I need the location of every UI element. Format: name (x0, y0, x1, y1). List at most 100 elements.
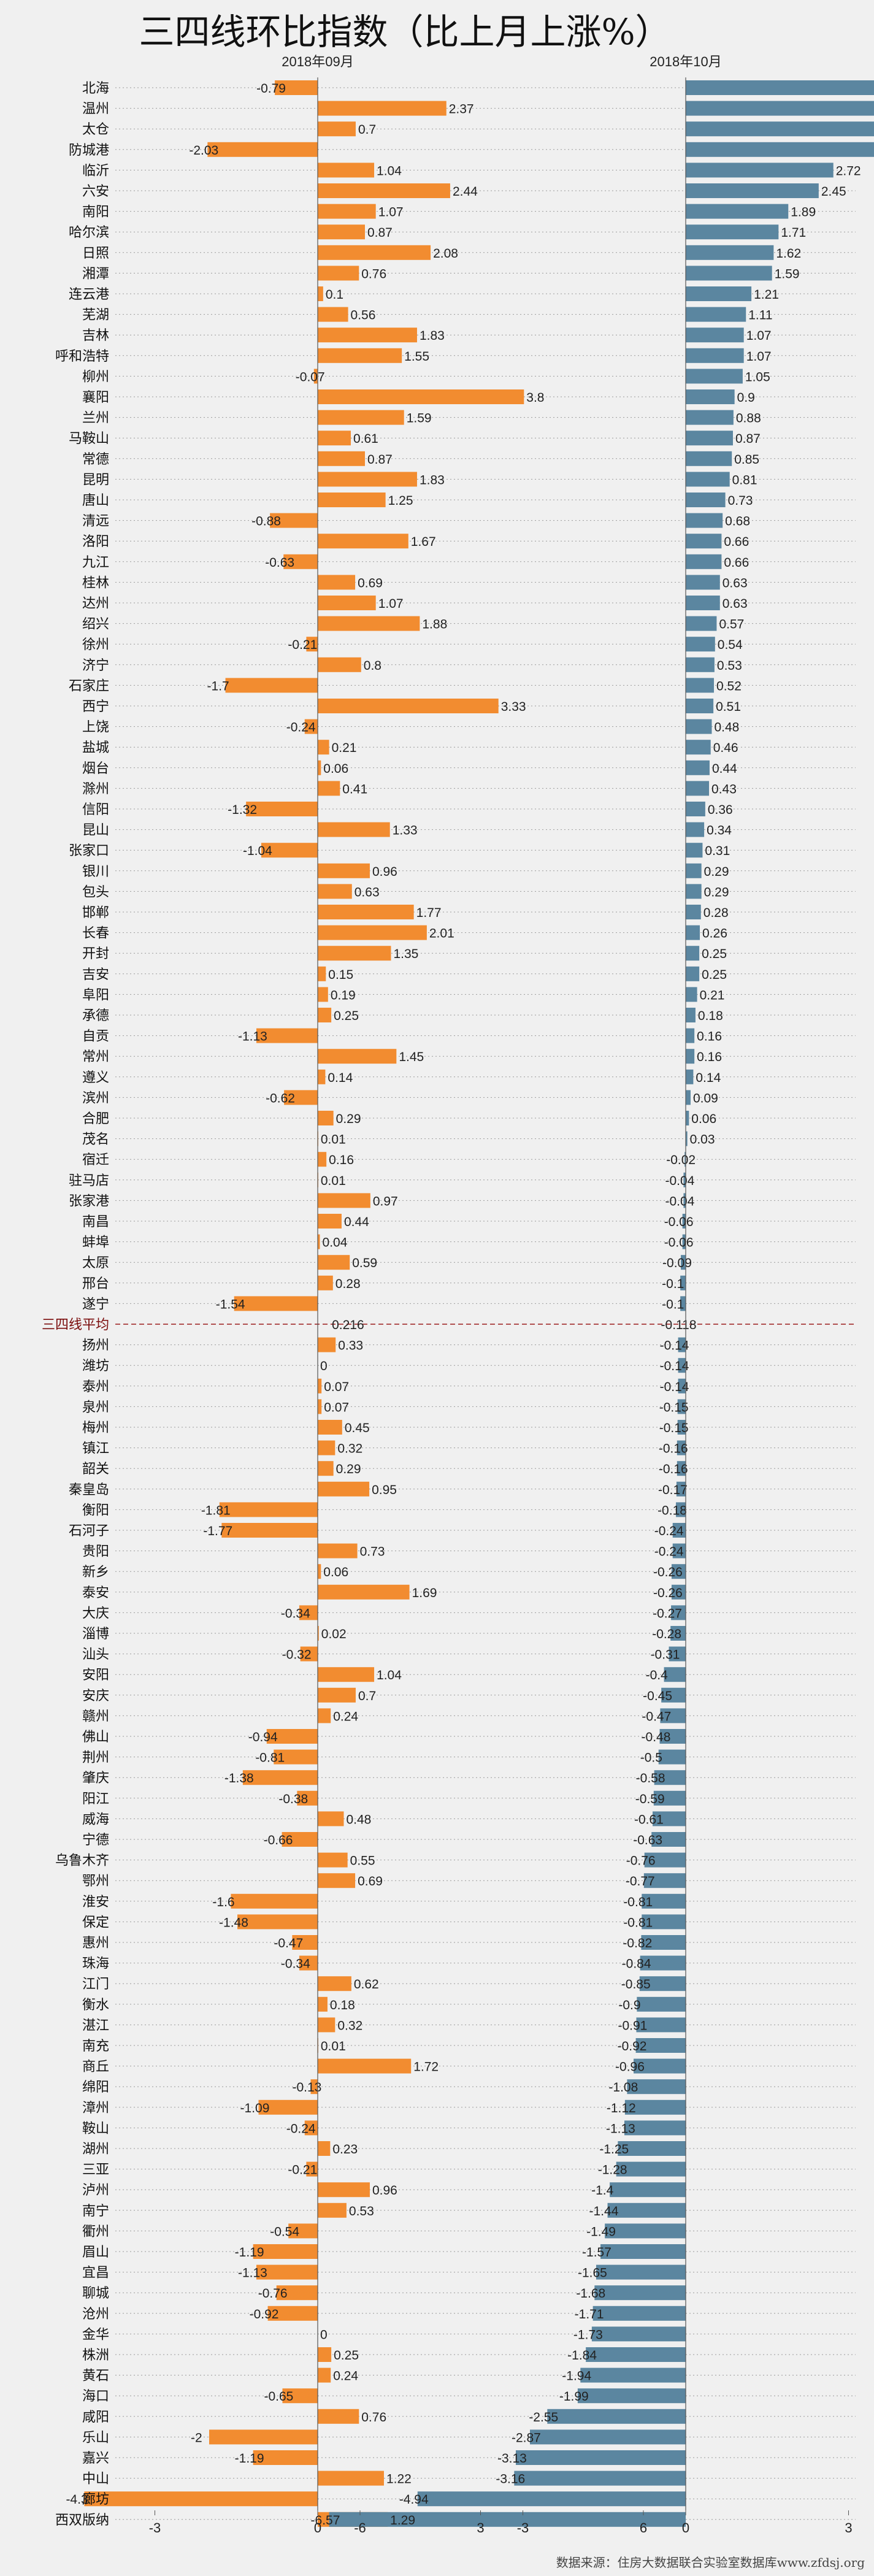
city-label: 兰州 (82, 411, 109, 426)
city-label: 上饶 (82, 720, 109, 735)
city-label: 珠海 (82, 1957, 109, 1972)
right-bar (661, 1687, 686, 1703)
city-label: 南阳 (82, 205, 109, 220)
left-value-label: 1.72 (413, 2060, 439, 2074)
left-panel-label: 2018年09月 (282, 54, 353, 69)
left-value-label: 1.77 (416, 906, 442, 920)
right-bar (651, 1832, 686, 1847)
right-bar (686, 946, 700, 961)
right-value-label: 0.29 (704, 865, 729, 879)
right-bar (616, 2161, 686, 2177)
left-value-label: 1.83 (420, 473, 445, 487)
left-tick-label: 3 (477, 2520, 484, 2536)
right-value-label: -0.91 (618, 2018, 647, 2033)
left-bar (318, 616, 420, 631)
left-bar (300, 1646, 318, 1662)
right-bar (677, 1420, 686, 1435)
left-bar (318, 2471, 384, 2486)
right-bar (686, 554, 722, 569)
left-value-label: 2.37 (449, 102, 474, 117)
left-value-label: 0.45 (345, 1421, 370, 1435)
right-bar (672, 1543, 686, 1558)
left-value-label: -0.63 (265, 556, 294, 570)
city-label: 荆州 (82, 1750, 109, 1766)
left-bar (318, 2141, 331, 2156)
right-value-label: 0.06 (691, 1112, 716, 1126)
left-value-label: 0.25 (334, 2348, 359, 2363)
right-value-label: -0.18 (657, 1503, 687, 1517)
right-value-label: -2.55 (529, 2410, 558, 2425)
right-value-label: -0.9 (618, 1998, 640, 2012)
right-value-label: -0.02 (666, 1153, 696, 1167)
city-label: 三四线平均 (42, 1317, 109, 1333)
right-value-label: -1.49 (586, 2225, 616, 2239)
left-value-label: 1.55 (404, 350, 429, 364)
left-value-label: -0.66 (264, 1833, 293, 1847)
city-label: 太原 (82, 1255, 109, 1271)
city-label: 蚌埠 (82, 1235, 109, 1251)
city-label: 衡阳 (82, 1503, 109, 1518)
city-label: 商丘 (82, 2060, 109, 2075)
city-label: 张家港 (69, 1194, 109, 1209)
city-label: 包头 (82, 884, 109, 900)
right-bar (686, 224, 779, 240)
right-bar (680, 1275, 686, 1290)
city-label: 汕头 (82, 1647, 109, 1663)
left-bar (318, 1275, 333, 1290)
city-label: 赣州 (82, 1709, 109, 1724)
left-value-label: -0.32 (282, 1648, 312, 1662)
left-value-label: 1.33 (393, 824, 418, 838)
right-value-label: 0.68 (725, 515, 750, 529)
right-value-label: -1.57 (582, 2245, 611, 2260)
left-bar (318, 1337, 336, 1352)
right-value-label: -0.09 (662, 1256, 692, 1270)
city-label: 柳州 (82, 369, 109, 385)
left-bar (318, 224, 365, 240)
left-bar (234, 1296, 318, 1311)
right-value-label: -0.63 (633, 1833, 662, 1847)
left-bar (318, 740, 329, 755)
right-value-label: -1.99 (559, 2390, 589, 2404)
left-bar (318, 1481, 370, 1497)
right-bar (634, 2058, 686, 2074)
left-value-label: -1.13 (238, 2266, 267, 2280)
city-label: 扬州 (82, 1338, 109, 1354)
right-value-label: -0.77 (626, 1874, 655, 1888)
city-label: 大庆 (82, 1606, 109, 1621)
left-value-label: -2 (191, 2431, 202, 2445)
left-bar (318, 760, 321, 775)
right-value-label: 0.81 (732, 473, 757, 487)
right-value-label: -0.27 (653, 1606, 682, 1620)
right-bar (686, 431, 733, 446)
left-bar (318, 183, 450, 198)
city-label: 绵阳 (82, 2080, 109, 2095)
right-bar (600, 2244, 686, 2259)
city-label: 南充 (82, 2039, 109, 2054)
left-value-label: 0.01 (321, 1174, 346, 1188)
right-value-label: -1.28 (598, 2163, 627, 2177)
left-value-label: 0.24 (333, 1709, 358, 1723)
right-value-label: -0.59 (635, 1792, 665, 1806)
left-value-label: -0.24 (286, 721, 316, 735)
left-value-label: 0.61 (353, 432, 378, 446)
left-bar (297, 1790, 318, 1806)
city-label: 阳江 (82, 1792, 109, 1807)
right-value-label: 1.07 (746, 329, 772, 343)
left-value-label: 0 (320, 2328, 328, 2342)
left-bar (318, 266, 359, 281)
right-value-label: -1.71 (575, 2307, 604, 2321)
right-bar (686, 472, 730, 487)
right-bar (596, 2264, 686, 2280)
left-tick-label: -3 (149, 2520, 161, 2536)
right-value-label: -0.06 (664, 1215, 694, 1229)
left-value-label: 0.73 (360, 1545, 385, 1559)
left-bar (318, 389, 524, 404)
right-value-label: 0.88 (736, 412, 761, 426)
right-bar (643, 1873, 686, 1888)
right-bar (627, 2079, 686, 2095)
right-value-label: -0.16 (659, 1462, 688, 1476)
right-value-label: 0.73 (728, 494, 753, 508)
left-value-label: 0.7 (358, 123, 376, 137)
right-tick-label: -6 (354, 2520, 366, 2536)
right-value-label: 0.46 (713, 741, 738, 755)
